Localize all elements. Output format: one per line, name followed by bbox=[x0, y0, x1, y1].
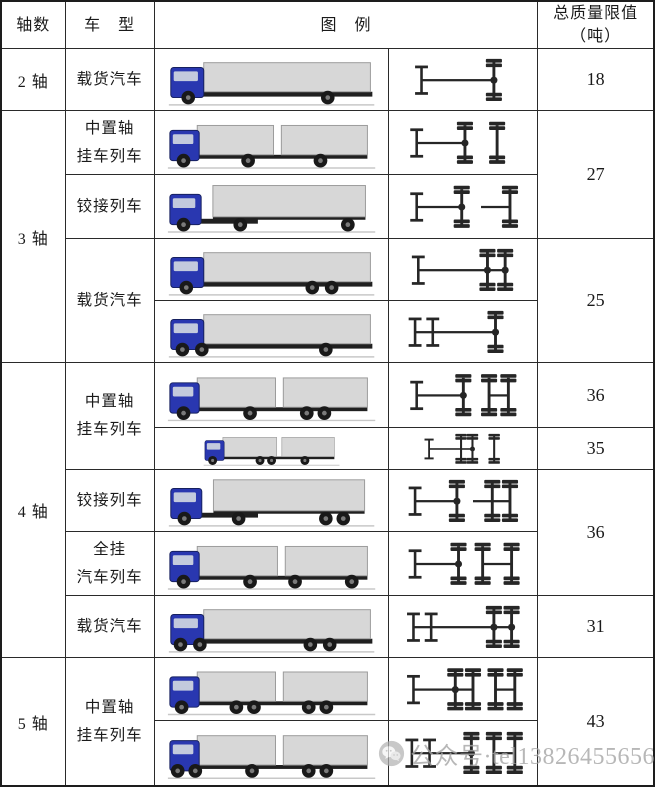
table-row bbox=[1, 720, 654, 787]
weight-limit: 31 bbox=[537, 595, 655, 659]
table-row: 2 轴 载货汽车 18 bbox=[0, 48, 655, 112]
axle-diagram bbox=[390, 302, 536, 361]
axle-diagram bbox=[390, 533, 536, 594]
vehicle-cell bbox=[153, 110, 390, 176]
axle-diagram bbox=[390, 240, 536, 299]
vehicle-cell bbox=[153, 300, 390, 364]
truck-illustration bbox=[156, 471, 387, 530]
truck-illustration bbox=[156, 50, 387, 109]
weight-limit: 27 bbox=[537, 110, 655, 240]
axle-diagram bbox=[390, 50, 536, 109]
weight-limit: 18 bbox=[537, 48, 655, 112]
header-legend: 图 例 bbox=[153, 0, 539, 50]
weight-limit: 36 bbox=[537, 362, 655, 429]
truck-illustration bbox=[156, 659, 387, 719]
truck-illustration bbox=[156, 364, 387, 426]
axle-diagram bbox=[390, 112, 536, 173]
vehicle-type: 铰接列车 bbox=[64, 469, 155, 533]
axle-group-5: 5 轴 bbox=[0, 657, 66, 787]
table-row bbox=[1, 300, 654, 364]
diagram-cell bbox=[388, 595, 539, 659]
vehicle-type: 中置轴 挂车列车 bbox=[64, 362, 155, 471]
axle-group-3: 3 轴 bbox=[0, 110, 66, 364]
table-row: 3 轴 中置轴 挂车列车 27 bbox=[0, 110, 655, 364]
weight-limit: 43 bbox=[537, 657, 655, 787]
table-row: 4 轴 中置轴 挂车列车 36 bbox=[0, 362, 655, 659]
diagram-cell bbox=[388, 720, 539, 787]
vehicle-cell bbox=[153, 48, 390, 112]
axle-diagram bbox=[390, 471, 536, 530]
truck-illustration bbox=[156, 533, 387, 594]
axle-diagram bbox=[390, 429, 536, 468]
axle-diagram bbox=[390, 722, 536, 784]
diagram-cell bbox=[388, 657, 539, 722]
table-row: 载货汽车 25 bbox=[1, 238, 655, 364]
diagram-cell bbox=[388, 362, 539, 429]
table-row: 铰接列车 36 bbox=[1, 469, 655, 597]
weight-limit: 25 bbox=[537, 238, 655, 364]
vehicle-cell bbox=[153, 427, 390, 471]
diagram-cell bbox=[388, 469, 539, 533]
truck-illustration bbox=[156, 112, 387, 173]
vehicle-type: 全挂 汽车列车 bbox=[64, 531, 155, 597]
table-row: 铰接列车 bbox=[1, 174, 654, 240]
vehicle-type: 中置轴 挂车列车 bbox=[64, 110, 155, 176]
weight-limit: 35 bbox=[537, 427, 655, 471]
header-axles: 轴数 bbox=[0, 0, 66, 50]
weight-limit: 36 bbox=[537, 469, 655, 597]
vehicle-cell bbox=[153, 174, 390, 240]
vehicle-type: 载货汽车 bbox=[64, 238, 155, 364]
axle-diagram bbox=[390, 597, 536, 656]
vehicle-cell bbox=[153, 469, 390, 533]
header-type: 车 型 bbox=[64, 0, 155, 50]
truck-illustration bbox=[156, 302, 387, 361]
truck-illustration bbox=[156, 597, 387, 656]
vehicle-type: 载货汽车 bbox=[64, 595, 155, 659]
vehicle-cell bbox=[153, 595, 390, 659]
diagram-cell bbox=[388, 427, 539, 471]
vehicle-cell bbox=[153, 657, 390, 722]
axle-diagram bbox=[390, 659, 536, 719]
vehicle-type: 载货汽车 bbox=[64, 48, 155, 112]
truck-illustration bbox=[156, 722, 387, 784]
vehicle-type: 铰接列车 bbox=[64, 174, 155, 240]
vehicle-cell bbox=[153, 238, 390, 302]
diagram-cell bbox=[388, 110, 539, 176]
vehicle-cell bbox=[153, 720, 390, 787]
diagram-cell bbox=[388, 174, 539, 240]
axle-group-2: 2 轴 bbox=[0, 48, 66, 112]
axle-diagram bbox=[390, 364, 536, 426]
header-row: 轴数 车 型 图 例 总质量限值 （吨） bbox=[0, 0, 655, 50]
table-row: 35 bbox=[1, 427, 655, 471]
truck-illustration bbox=[156, 176, 387, 237]
header-limit: 总质量限值 （吨） bbox=[537, 0, 655, 50]
diagram-cell bbox=[388, 531, 539, 597]
vehicle-cell bbox=[153, 531, 390, 597]
truck-illustration bbox=[156, 429, 387, 468]
truck-illustration bbox=[156, 240, 387, 299]
vehicle-type: 中置轴 挂车列车 bbox=[64, 657, 155, 787]
diagram-cell bbox=[388, 48, 539, 112]
table-row: 载货汽车 31 bbox=[1, 595, 655, 659]
diagram-cell bbox=[388, 300, 539, 364]
table-row: 5 轴 中置轴 挂车列车 43 bbox=[0, 657, 655, 787]
vehicle-cell bbox=[153, 362, 390, 429]
axle-diagram bbox=[390, 176, 536, 237]
diagram-cell bbox=[388, 238, 539, 302]
axle-group-4: 4 轴 bbox=[0, 362, 66, 659]
